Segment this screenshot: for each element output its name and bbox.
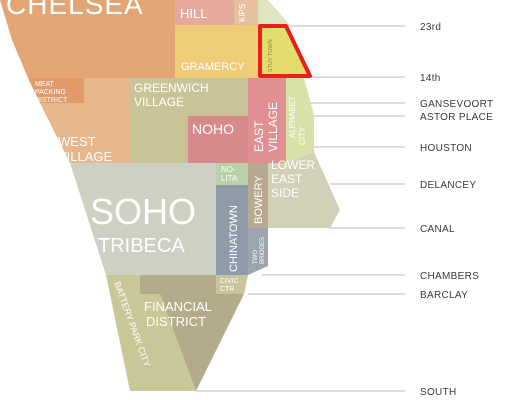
two-bridges-area[interactable] xyxy=(248,228,268,275)
street-label-astor-place: ASTOR PLACE xyxy=(420,112,493,123)
label-les-1: LOWER xyxy=(271,158,315,172)
bowery-area[interactable] xyxy=(248,163,268,228)
label-stuy-town: STUY TOWN xyxy=(268,39,274,72)
label-gramercy: GRAMERCY xyxy=(181,61,245,73)
alphabet-city-area[interactable] xyxy=(286,78,314,163)
murray-hill-area[interactable] xyxy=(175,0,234,25)
street-label-gansevoort: GANSEVOORT xyxy=(420,99,493,110)
label-meatpacking-3: DISTRICT xyxy=(35,97,68,104)
noho-area[interactable] xyxy=(188,116,248,163)
gramercy-area[interactable] xyxy=(175,25,258,78)
battery-park-city-area[interactable] xyxy=(106,275,196,391)
street-label-delancey: DELANCEY xyxy=(420,180,476,191)
label-alphabet-1: ALPHABET xyxy=(288,96,297,138)
label-east-village-1: EAST xyxy=(252,120,266,152)
label-chinatown: CHINATOWN xyxy=(228,205,240,272)
label-two-bridges-1: TWO xyxy=(253,250,259,264)
label-bowery: BOWERY xyxy=(253,175,265,224)
street-label-south: SOUTH xyxy=(420,387,457,398)
label-west-village-2: VILLAGE xyxy=(58,149,113,164)
financial-district-area[interactable] xyxy=(140,275,244,391)
label-murray-hill: HILL xyxy=(180,6,207,21)
label-soho: SOHO xyxy=(90,191,196,232)
label-nolita-1: NO- xyxy=(221,165,236,174)
east-river-upper xyxy=(258,0,290,25)
east-village-area[interactable] xyxy=(248,78,286,163)
street-label-23rd: 23rd xyxy=(420,22,441,33)
civic-center-area[interactable] xyxy=(216,275,248,294)
street-label-14th: 14th xyxy=(420,73,441,84)
chelsea-area[interactable] xyxy=(0,0,175,78)
label-west-village-1: WEST xyxy=(58,134,96,149)
label-fidi-2: DISTRICT xyxy=(146,314,206,329)
neighborhood-labels: CHELSEA HILL KIPS GRAMERCY STUY TOWN MEA… xyxy=(6,0,315,368)
street-lines xyxy=(196,25,405,392)
west-village-area[interactable] xyxy=(40,78,130,163)
label-meatpacking-2: PACKING xyxy=(35,89,66,96)
label-two-bridges-2: BRIDGES xyxy=(260,237,266,264)
label-tribeca: TRIBECA xyxy=(98,235,185,257)
label-les-2: EAST xyxy=(271,172,303,186)
meatpacking-area[interactable] xyxy=(28,78,84,103)
label-kips-bay: KIPS xyxy=(238,4,247,22)
label-noho: NOHO xyxy=(192,121,234,137)
label-civic-2: CTR xyxy=(220,286,234,293)
kips-bay-area[interactable] xyxy=(234,0,258,25)
label-greenwich-2: VILLAGE xyxy=(134,95,184,109)
label-alphabet-2: CITY xyxy=(298,126,307,145)
label-les-3: SIDE xyxy=(271,186,299,200)
neighborhood-shapes xyxy=(0,0,340,391)
greenwich-village-area[interactable] xyxy=(130,78,248,163)
label-civic-1: CIVIC xyxy=(220,278,239,285)
soho-area[interactable] xyxy=(70,163,216,275)
label-meatpacking-1: MEAT xyxy=(35,81,55,88)
street-label-canal: CANAL xyxy=(420,224,455,235)
nolita-area[interactable] xyxy=(216,163,248,185)
label-greenwich-1: GREENWICH xyxy=(134,81,209,95)
street-label-chambers: CHAMBERS xyxy=(420,271,479,282)
street-labels: 23rd 14th GANSEVOORT ASTOR PLACE HOUSTON… xyxy=(420,22,493,398)
lower-east-side-area[interactable] xyxy=(268,152,340,228)
chinatown-area[interactable] xyxy=(216,185,248,275)
street-label-barclay: BARCLAY xyxy=(420,290,468,301)
label-chelsea: CHELSEA xyxy=(6,0,144,20)
label-east-village-2: VILLAGE xyxy=(266,102,280,152)
street-label-houston: HOUSTON xyxy=(420,143,472,154)
label-nolita-2: LITA xyxy=(221,174,238,183)
stuy-town-highlight[interactable] xyxy=(258,24,312,78)
label-fidi-1: FINANCIAL xyxy=(144,299,212,314)
